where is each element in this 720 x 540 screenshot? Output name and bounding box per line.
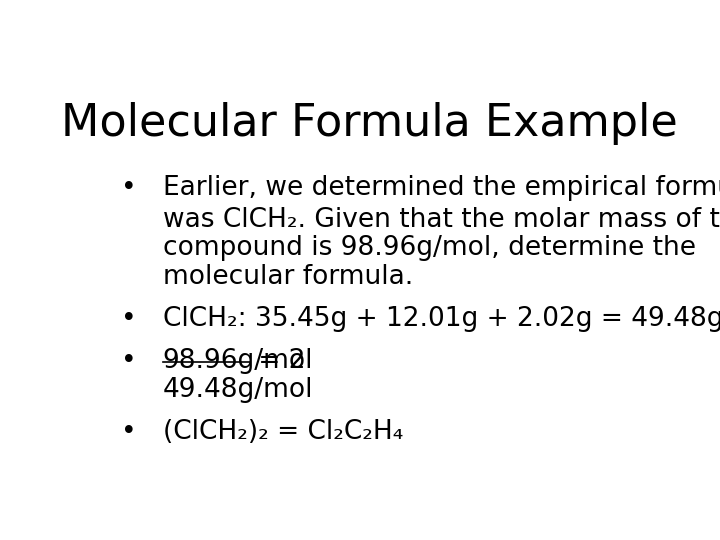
- Text: = 2: = 2: [250, 348, 306, 374]
- Text: •: •: [121, 175, 137, 201]
- Text: •: •: [121, 348, 137, 374]
- Text: 49.48g/mol: 49.48g/mol: [163, 377, 313, 403]
- Text: •: •: [121, 419, 137, 445]
- Text: Molecular Formula Example: Molecular Formula Example: [60, 102, 678, 145]
- Text: •: •: [121, 306, 137, 332]
- Text: (ClCH₂)₂ = Cl₂C₂H₄: (ClCH₂)₂ = Cl₂C₂H₄: [163, 419, 403, 445]
- Text: compound is 98.96g/mol, determine the: compound is 98.96g/mol, determine the: [163, 235, 696, 261]
- Text: ClCH₂: 35.45g + 12.01g + 2.02g = 49.48g/mol: ClCH₂: 35.45g + 12.01g + 2.02g = 49.48g/…: [163, 306, 720, 332]
- Text: Earlier, we determined the empirical formula: Earlier, we determined the empirical for…: [163, 175, 720, 201]
- Text: was ClCH₂. Given that the molar mass of the: was ClCH₂. Given that the molar mass of …: [163, 207, 720, 233]
- Text: 98.96g/mol: 98.96g/mol: [163, 348, 313, 374]
- Text: molecular formula.: molecular formula.: [163, 264, 413, 289]
